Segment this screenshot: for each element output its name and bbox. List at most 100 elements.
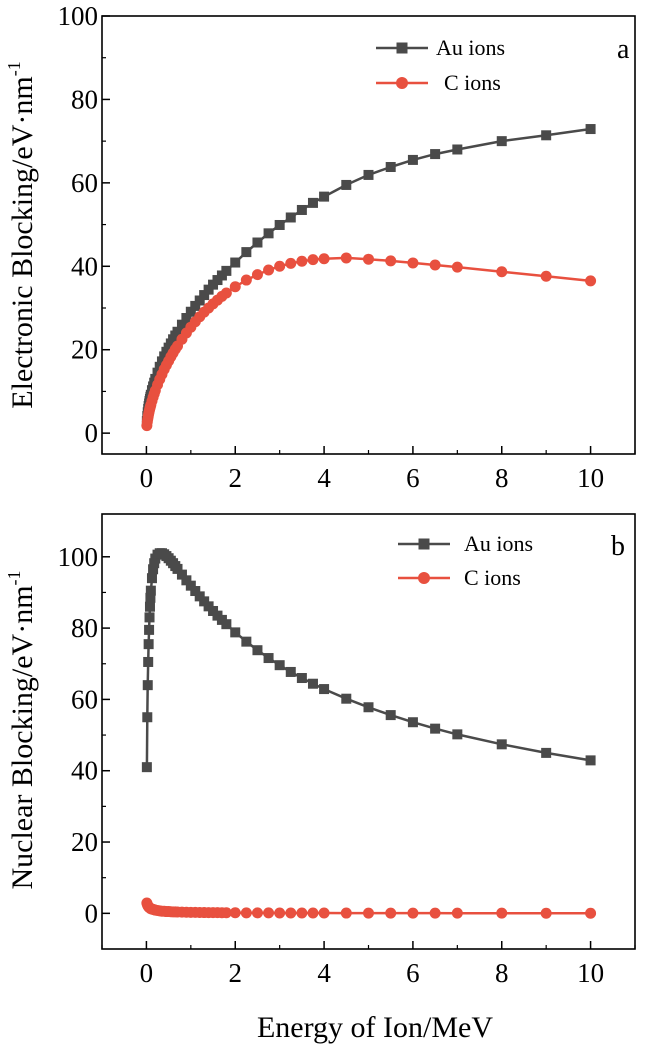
legend-au-label-a: Au ions (436, 35, 505, 60)
series-layer-b (141, 548, 597, 919)
x-tick-label-b-6: 6 (406, 958, 420, 988)
data-point-b-1-50 (496, 907, 508, 919)
y-tick-label-b-100: 100 (58, 542, 99, 572)
data-point-a-0-36 (241, 247, 252, 258)
data-point-a-1-44 (340, 252, 352, 264)
x-tick-label-b-8: 8 (495, 958, 509, 988)
data-point-a-0-49 (452, 144, 463, 155)
data-point-a-1-49 (451, 261, 463, 273)
x-tick-label-b-0: 0 (140, 958, 154, 988)
series-line-b-0 (145, 551, 591, 768)
data-point-b-0-10 (146, 573, 157, 584)
x-tick-label-a-10: 10 (577, 463, 604, 493)
y-tick-label-b-80: 80 (71, 613, 98, 643)
data-point-a-1-43 (318, 253, 330, 265)
legend-c-marker-b (418, 572, 430, 584)
data-point-a-0-45 (363, 169, 374, 180)
data-point-a-0-46 (385, 162, 396, 173)
x-tick-label-a-0: 0 (140, 463, 154, 493)
data-point-b-0-41 (296, 673, 307, 684)
data-point-b-0-40 (285, 666, 296, 677)
data-point-b-0-47 (407, 717, 418, 728)
data-point-b-0-45 (363, 702, 374, 713)
data-point-b-0-35 (230, 627, 241, 638)
data-point-b-1-47 (407, 907, 419, 919)
data-point-b-1-38 (263, 907, 275, 919)
data-point-b-0-44 (341, 693, 352, 704)
data-point-b-0-0 (141, 762, 152, 773)
data-point-b-0-23 (172, 563, 183, 574)
legend-c-label-a: C ions (444, 70, 501, 95)
data-point-a-0-48 (430, 149, 441, 160)
y-tick-label-a-0: 0 (85, 418, 99, 448)
y-ticks-b: 0 20 40 60 80 100 (58, 542, 110, 928)
data-point-a-1-36 (240, 274, 252, 286)
data-point-b-1-51 (540, 907, 552, 919)
data-point-b-0-48 (430, 723, 441, 734)
legend-au-label-b: Au ions (464, 531, 533, 556)
data-point-b-1-43 (318, 907, 330, 919)
y-axis-title-b-sup: -1 (4, 570, 24, 585)
data-point-a-0-51 (541, 130, 552, 141)
data-point-b-0-42 (307, 678, 318, 689)
x-ticks-a: 0 2 4 6 8 10 (101, 446, 636, 493)
y-axis-title-b: Nuclear Blocking/eV·nm-1 (4, 570, 39, 889)
panel-b-nuclear-blocking: 0 20 40 60 80 100 0 2 4 6 8 10 Au ions C ions b Nu… (4, 513, 636, 1044)
data-point-b-1-42 (307, 907, 319, 919)
data-point-b-0-3 (143, 656, 154, 667)
series-layer-a (141, 124, 597, 432)
data-point-b-0-50 (496, 739, 507, 750)
data-point-a-1-39 (274, 260, 286, 272)
data-point-b-1-36 (240, 907, 252, 919)
data-point-b-0-37 (252, 645, 263, 656)
panel-label-a: a (617, 34, 630, 65)
data-point-b-1-44 (340, 907, 352, 919)
data-point-a-0-39 (274, 219, 285, 230)
data-point-b-0-24 (176, 569, 187, 580)
x-tick-label-a-2: 2 (229, 463, 243, 493)
legend-c-label-b: C ions (464, 565, 521, 590)
data-point-a-1-52 (585, 275, 597, 287)
data-point-a-1-40 (285, 257, 297, 269)
data-point-b-1-35 (229, 907, 241, 919)
data-point-b-0-51 (541, 747, 552, 758)
data-point-a-1-34 (220, 287, 232, 299)
y-tick-label-a-20: 20 (71, 335, 98, 365)
data-point-a-0-27 (190, 300, 201, 311)
data-point-b-0-11 (148, 564, 159, 575)
data-point-a-1-42 (307, 254, 319, 266)
data-point-a-0-35 (230, 257, 241, 268)
data-point-a-0-24 (176, 319, 187, 330)
x-ticks-b: 0 2 4 6 8 10 (101, 941, 636, 988)
data-point-a-0-44 (341, 179, 352, 190)
data-point-a-1-51 (540, 270, 552, 282)
data-point-a-0-25 (181, 313, 192, 324)
y-tick-label-b-0: 0 (85, 898, 99, 928)
data-point-b-0-34 (221, 619, 232, 630)
y-tick-label-a-80: 80 (71, 84, 98, 114)
data-point-b-0-25 (181, 575, 192, 586)
x-axis-title: Energy of Ion/MeV (257, 1011, 493, 1044)
data-point-a-0-40 (285, 212, 296, 223)
data-point-b-0-5 (144, 624, 155, 635)
y-tick-label-b-20: 20 (71, 827, 98, 857)
data-point-b-0-36 (241, 636, 252, 647)
data-point-a-1-50 (496, 266, 508, 278)
data-point-a-1-48 (429, 259, 441, 271)
y-ticks-a: 0 20 40 60 80 100 (58, 1, 110, 448)
data-point-b-1-52 (585, 907, 597, 919)
data-point-a-0-42 (307, 197, 318, 208)
data-point-b-1-49 (451, 907, 463, 919)
data-point-b-0-1 (142, 712, 153, 723)
data-point-a-1-41 (296, 255, 308, 267)
data-point-b-0-46 (385, 710, 396, 721)
legend-a: Au ions C ions (376, 35, 505, 95)
y-tick-label-a-40: 40 (71, 251, 98, 281)
y-axis-title-a: Electronic Blocking/eV·nm-1 (4, 61, 39, 408)
x-tick-label-b-10: 10 (577, 958, 604, 988)
x-tick-label-b-2: 2 (229, 958, 243, 988)
data-point-b-0-8 (145, 592, 156, 603)
data-point-b-0-39 (274, 660, 285, 671)
data-point-a-1-46 (385, 255, 397, 267)
